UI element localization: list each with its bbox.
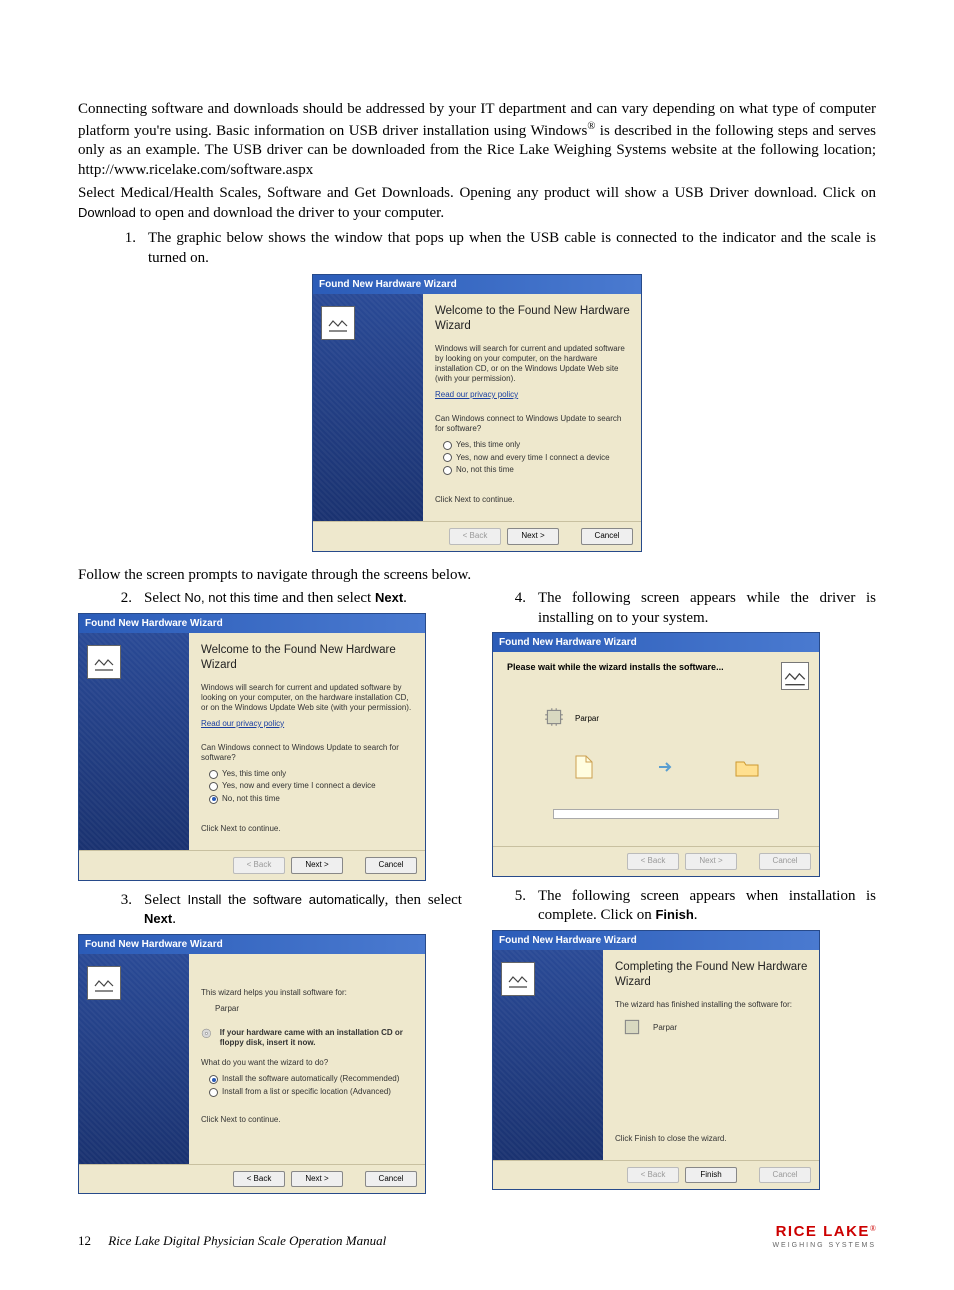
radio-no[interactable]: No, not this time	[209, 794, 415, 804]
step3-body: Select Install the software automaticall…	[144, 891, 462, 930]
wizard-content: Welcome to the Found New Hardware Wizard…	[423, 294, 641, 521]
what-do: What do you want the wizard to do?	[201, 1058, 415, 1068]
radio-yes-always[interactable]: Yes, now and every time I connect a devi…	[443, 453, 631, 463]
radio-yes-once[interactable]: Yes, this time only	[443, 440, 631, 450]
wizard-desc: Windows will search for current and upda…	[201, 683, 415, 713]
logo-sub: WEIGHING SYSTEMS	[772, 1241, 876, 1250]
logo-main: RICE LAKE	[776, 1223, 870, 1240]
step4-text: The following screen appears while the d…	[538, 589, 876, 628]
radio-auto[interactable]: Install the software automatically (Reco…	[209, 1074, 415, 1084]
progress-bar	[553, 809, 779, 819]
wizard-heading: Welcome to the Found New Hardware Wizard	[435, 304, 631, 334]
back-button: < Back	[627, 1167, 679, 1183]
wizard-title: Found New Hardware Wizard	[493, 931, 819, 950]
chip-icon	[621, 1016, 643, 1041]
hardware-icon	[501, 962, 535, 996]
click-finish: Click Finish to close the wizard.	[615, 1134, 809, 1144]
radio-no[interactable]: No, not this time	[443, 465, 631, 475]
radio-specific[interactable]: Install from a list or specific location…	[209, 1087, 415, 1097]
wizard-2: Found New Hardware Wizard Welcome to the…	[78, 613, 426, 881]
file-icon	[572, 754, 596, 783]
hardware-icon	[87, 966, 121, 1000]
step1-num: 1.	[108, 229, 136, 268]
cd-icon	[201, 1028, 212, 1042]
back-button[interactable]: < Back	[233, 1171, 285, 1187]
page-number: 12	[78, 1233, 91, 1248]
cd-note: If your hardware came with an installati…	[220, 1028, 409, 1049]
step2-body: Select No, not this time and then select…	[144, 589, 462, 609]
arrow-icon	[655, 757, 675, 780]
wizard-5: Found New Hardware Wizard Completing the…	[492, 930, 820, 1190]
page-footer: 12 Rice Lake Digital Physician Scale Ope…	[78, 1224, 876, 1250]
back-button: < Back	[627, 853, 679, 869]
completing-desc: The wizard has finished installing the s…	[615, 1000, 809, 1010]
cancel-button: Cancel	[759, 853, 811, 869]
cancel-button[interactable]: Cancel	[581, 528, 633, 544]
step2-num: 2.	[108, 589, 132, 609]
wizard-sidebar	[313, 294, 423, 521]
intro-p2a: Select Medical/Health Scales, Software a…	[78, 185, 876, 201]
next-button: Next >	[685, 853, 737, 869]
next-button[interactable]: Next >	[291, 1171, 343, 1187]
device-name: Parpar	[575, 714, 599, 724]
step1-text: The graphic below shows the window that …	[148, 229, 876, 268]
click-next: Click Next to continue.	[435, 495, 631, 505]
wizard-sidebar	[79, 633, 189, 850]
hardware-icon	[87, 645, 121, 679]
wizard-4: Found New Hardware Wizard Please wait wh…	[492, 632, 820, 876]
step5-body: The following screen appears when instal…	[538, 887, 876, 926]
device-name: Parpar	[653, 1023, 677, 1033]
back-button[interactable]: < Back	[233, 857, 285, 873]
wizard-question: Can Windows connect to Windows Update to…	[201, 743, 415, 763]
next-button[interactable]: Next >	[507, 528, 559, 544]
wizard-title: Found New Hardware Wizard	[493, 633, 819, 652]
logo: RICE LAKE® WEIGHING SYSTEMS	[772, 1224, 876, 1250]
folder-icon	[734, 756, 760, 781]
finish-button[interactable]: Finish	[685, 1167, 737, 1183]
install-help: This wizard helps you install software f…	[201, 988, 415, 998]
wizard-sidebar	[79, 954, 189, 1164]
wizard-title: Found New Hardware Wizard	[313, 275, 641, 294]
intro-p1: Connecting software and downloads should…	[78, 100, 876, 180]
manual-title: Rice Lake Digital Physician Scale Operat…	[108, 1233, 386, 1248]
wizard-title: Found New Hardware Wizard	[79, 935, 425, 954]
cancel-button[interactable]: Cancel	[365, 857, 417, 873]
follow-text: Follow the screen prompts to navigate th…	[78, 566, 876, 586]
privacy-link[interactable]: Read our privacy policy	[201, 719, 415, 729]
radio-yes-always[interactable]: Yes, now and every time I connect a devi…	[209, 781, 415, 791]
back-button[interactable]: < Back	[449, 528, 501, 544]
please-wait: Please wait while the wizard installs th…	[507, 662, 724, 674]
step3-num: 3.	[108, 891, 132, 930]
intro-p2b: to open and download the driver to your …	[136, 205, 444, 221]
intro-p2: Select Medical/Health Scales, Software a…	[78, 184, 876, 223]
step4-num: 4.	[502, 589, 526, 628]
click-next: Click Next to continue.	[201, 824, 415, 834]
chip-icon	[543, 706, 565, 731]
cancel-button[interactable]: Cancel	[365, 1171, 417, 1187]
step5-num: 5.	[502, 887, 526, 926]
wizard-sidebar	[493, 950, 603, 1160]
device-name: Parpar	[215, 1004, 415, 1014]
next-button[interactable]: Next >	[291, 857, 343, 873]
hardware-icon	[321, 306, 355, 340]
hardware-icon	[781, 662, 809, 690]
completing-heading: Completing the Found New Hardware Wizard	[615, 960, 809, 990]
privacy-link[interactable]: Read our privacy policy	[435, 390, 631, 400]
cancel-button: Cancel	[759, 1167, 811, 1183]
wizard-title: Found New Hardware Wizard	[79, 614, 425, 633]
wizard-3: Found New Hardware Wizard This wizard he…	[78, 934, 426, 1194]
download-word: Download	[78, 205, 136, 220]
wizard-question: Can Windows connect to Windows Update to…	[435, 414, 631, 434]
wizard-desc: Windows will search for current and upda…	[435, 344, 631, 384]
wizard-1: Found New Hardware Wizard Welcome to the…	[312, 274, 642, 552]
wizard-heading: Welcome to the Found New Hardware Wizard	[201, 643, 415, 673]
radio-yes-once[interactable]: Yes, this time only	[209, 769, 415, 779]
click-next: Click Next to continue.	[201, 1115, 415, 1125]
